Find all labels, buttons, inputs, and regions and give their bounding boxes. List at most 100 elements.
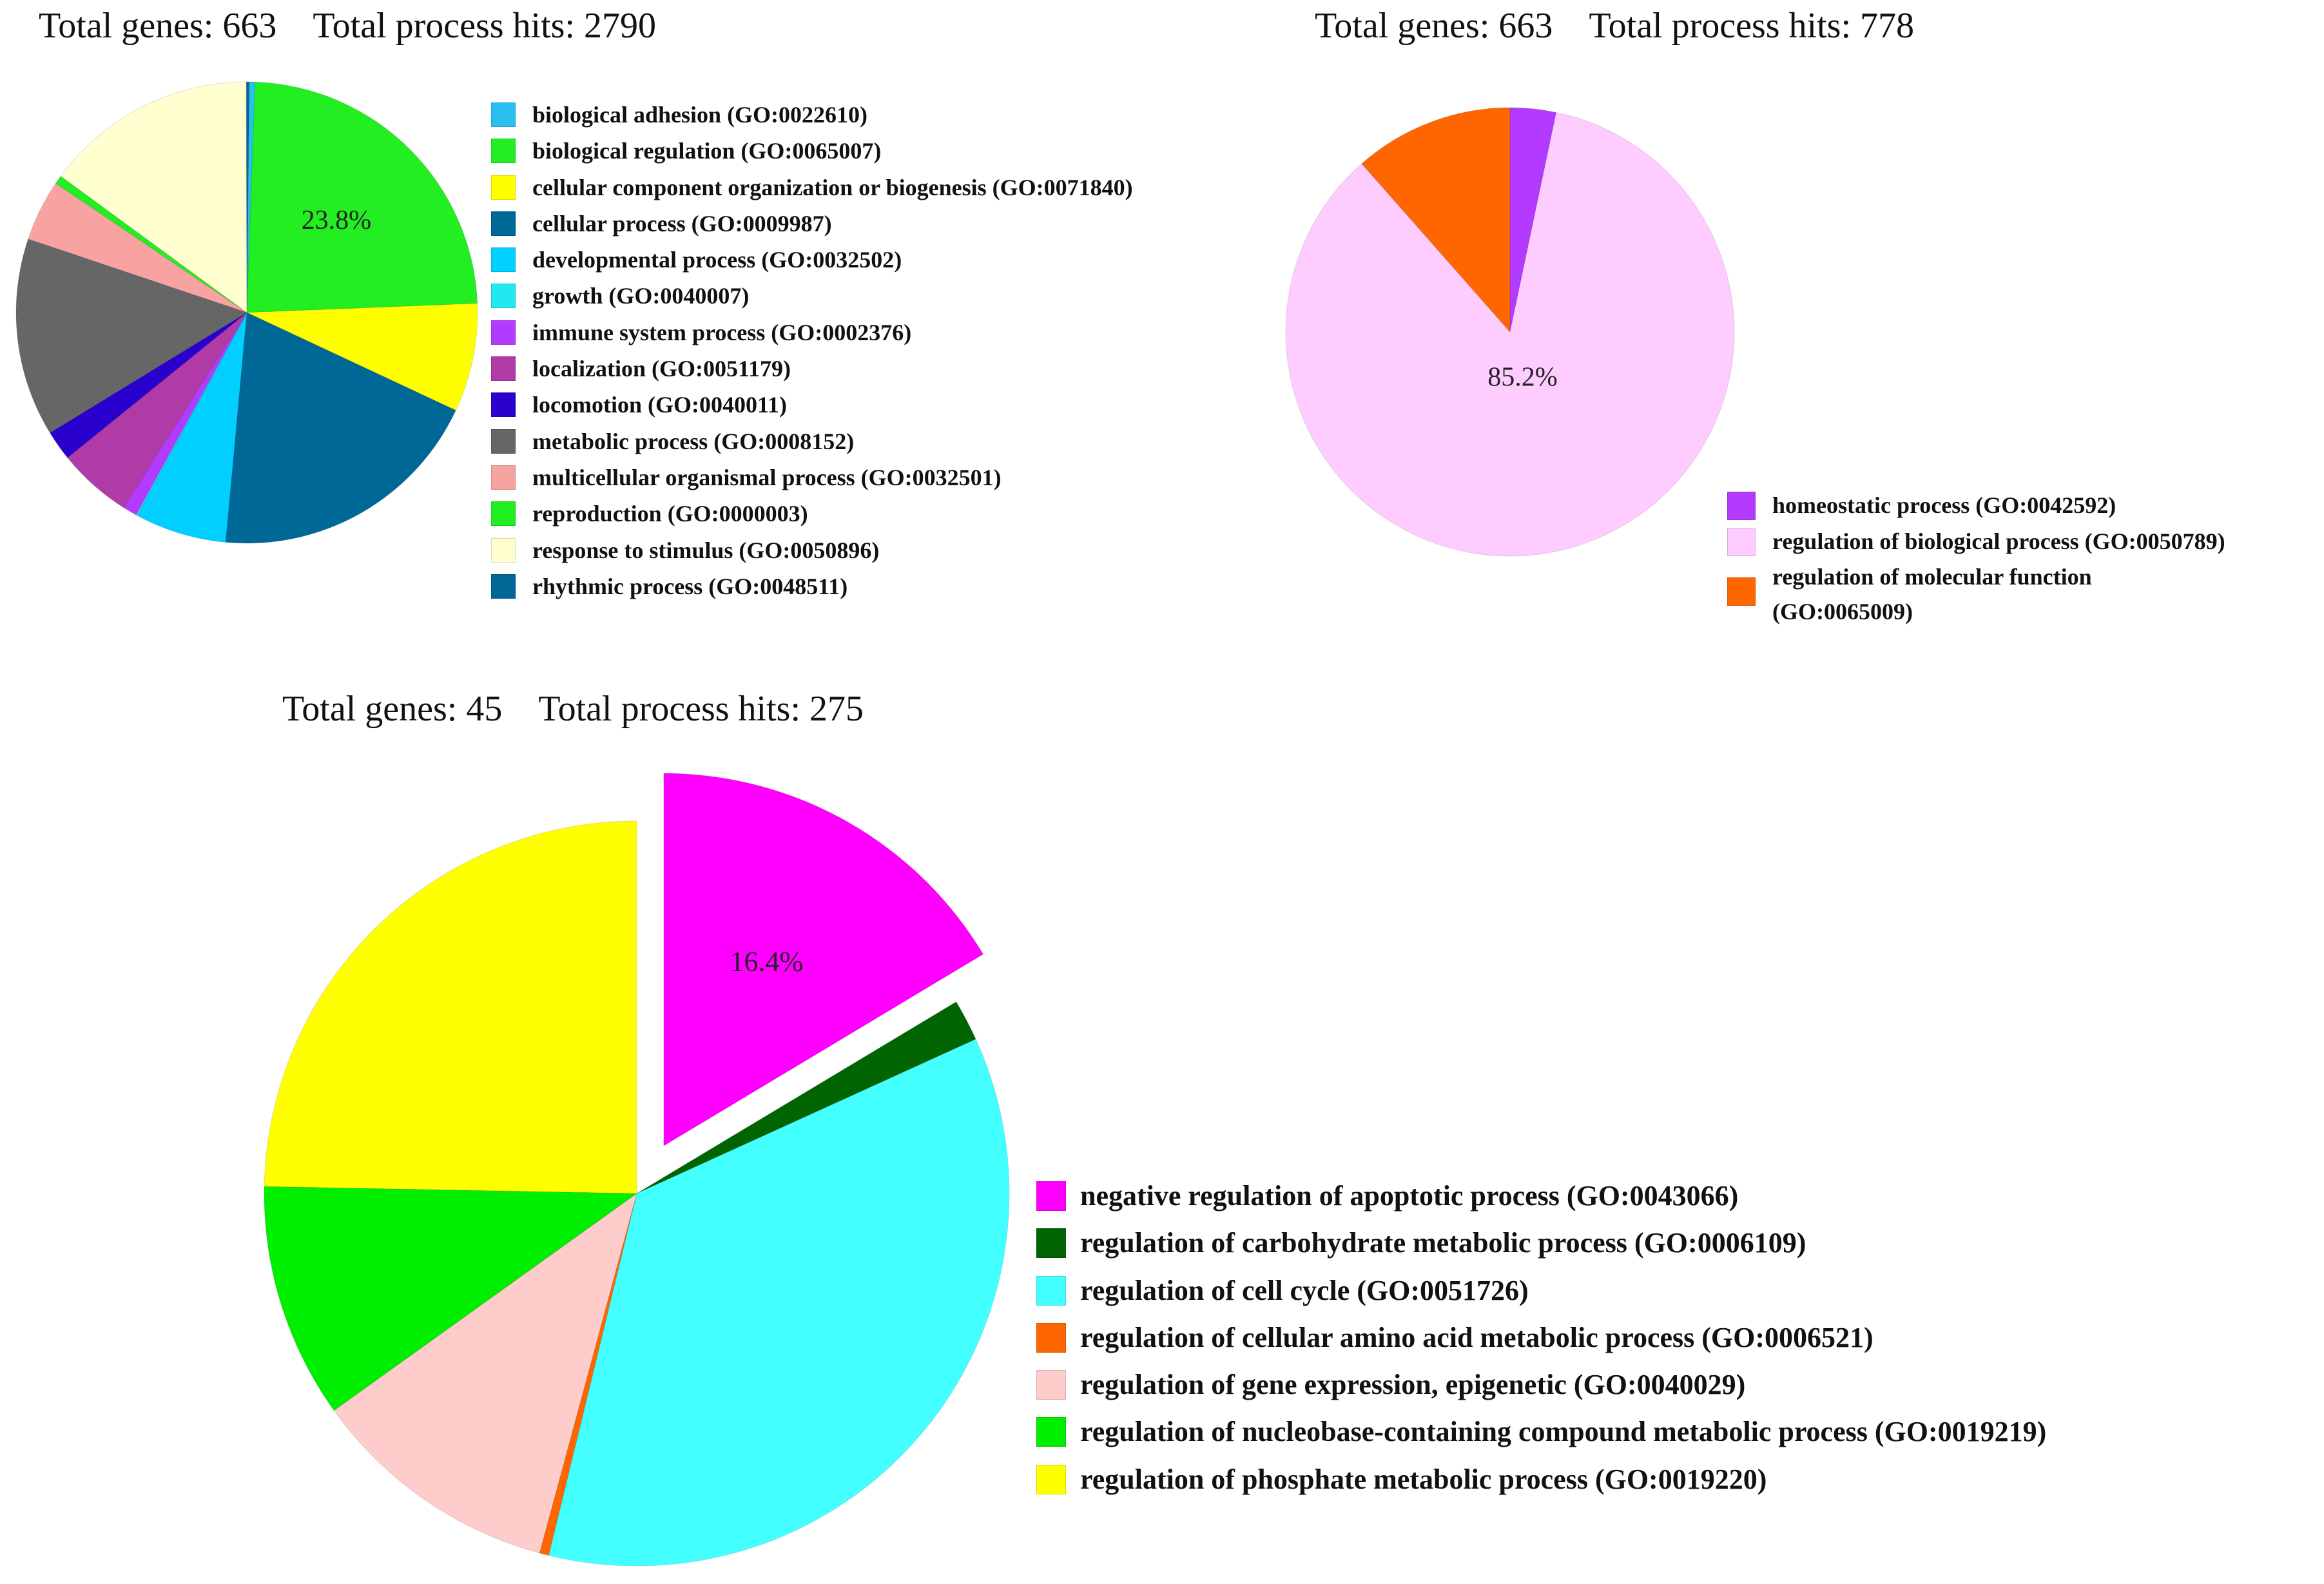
pie2-legend: homeostatic process (GO:0042592) regulat… [1727, 487, 2307, 629]
pie3-total-hits: Total process hits: 275 [538, 689, 864, 729]
legend-swatch [491, 320, 516, 345]
legend-label: cellular process (GO:0009987) [532, 210, 832, 237]
legend-item: immune system process (GO:0002376) [491, 314, 1133, 351]
legend-item: rhythmic process (GO:0048511) [491, 568, 1133, 604]
pie-slice-locomotion [49, 312, 247, 459]
legend-item: metabolic process (GO:0008152) [491, 423, 1133, 459]
legend-label: regulation of cell cycle (GO:0051726) [1080, 1274, 1529, 1306]
pie-data-label: 16.4% [730, 945, 804, 977]
legend-swatch [1727, 577, 1756, 606]
legend-item: locomotion (GO:0040011) [491, 387, 1133, 423]
pie-data-label: 23.8% [302, 206, 372, 235]
legend-item: response to stimulus (GO:0050896) [491, 532, 1133, 568]
legend-item: developmental process (GO:0032502) [491, 242, 1133, 278]
pie-slice-reproduction [55, 175, 247, 313]
legend-label: regulation of carbohydrate metabolic pro… [1080, 1227, 1806, 1259]
legend-label: immune system process (GO:0002376) [532, 319, 912, 345]
pie-slice-regulation-of-molecular-function [1361, 107, 1511, 333]
legend-swatch [491, 429, 516, 454]
legend-swatch [1036, 1464, 1066, 1494]
legend-swatch [491, 102, 516, 127]
legend-label: metabolic process (GO:0008152) [532, 428, 855, 454]
pie3-legend: negative regulation of apoptotic process… [1036, 1173, 2046, 1503]
pie-slice-regulation-of-cellular-amino-acid-metabolic-process [539, 1193, 637, 1556]
legend-swatch [491, 139, 516, 164]
legend-item: localization (GO:0051179) [491, 351, 1133, 387]
pie2-header: Total genes: 663 Total process hits: 778 [1315, 5, 1914, 46]
pie-slice-regulation-of-nucleobase-containing-compound-metabolic-process [264, 1186, 638, 1411]
legend-label: biological adhesion (GO:0022610) [532, 102, 868, 128]
legend-label: biological regulation (GO:0065007) [532, 138, 882, 164]
legend-item: negative regulation of apoptotic process… [1036, 1173, 2046, 1220]
legend-label: negative regulation of apoptotic process… [1080, 1180, 1739, 1212]
legend-label: regulation of gene expression, epigeneti… [1080, 1369, 1746, 1401]
legend-swatch [1036, 1228, 1066, 1259]
pie-slice-response-to-stimulus [60, 81, 247, 313]
pie-slice-cellular-component-organization-or-biogenesis [246, 303, 478, 411]
pie-slice-regulation-of-phosphate-metabolic-process [264, 820, 637, 1194]
legend-label: regulation of biological process (GO:005… [1772, 528, 2225, 554]
pie-slice-growth [135, 312, 247, 516]
pie1-total-hits: Total process hits: 2790 [313, 6, 657, 46]
pie-slice-multicellular-organismal-process [28, 182, 247, 313]
pie3-total-genes: Total genes: 45 [282, 689, 503, 729]
legend-label: regulation of phosphate metabolic proces… [1080, 1463, 1767, 1495]
pie-chart-regulation-subprocesses: 16.4% [264, 773, 1010, 1567]
legend-label: regulation of molecular function (GO:006… [1772, 564, 2092, 624]
pie1-header: Total genes: 663 Total process hits: 2790 [39, 5, 656, 46]
legend-item: cellular process (GO:0009987) [491, 206, 1133, 242]
legend-swatch [491, 284, 516, 309]
pie-slice-localization [67, 312, 247, 508]
legend-swatch [491, 356, 516, 382]
pie1-legend: biological adhesion (GO:0022610) biologi… [491, 97, 1133, 604]
legend-label: multicellular organismal process (GO:003… [532, 464, 1002, 490]
legend-swatch [491, 175, 516, 200]
pie2-total-hits: Total process hits: 778 [1589, 6, 1915, 46]
legend-item: regulation of cell cycle (GO:0051726) [1036, 1268, 2046, 1315]
legend-label: growth (GO:0040007) [532, 283, 750, 309]
legend-swatch [491, 465, 516, 490]
legend-label: cellular component organization or bioge… [532, 174, 1133, 200]
pie-slice-biological-adhesion [246, 81, 256, 313]
pie-slice-immune-system-process [123, 312, 247, 516]
legend-swatch [1036, 1322, 1066, 1353]
legend-item: multicellular organismal process (GO:003… [491, 459, 1133, 496]
legend-swatch [1036, 1417, 1066, 1447]
pie-slice-regulation-of-cell-cycle [548, 1038, 1010, 1567]
legend-item: regulation of phosphate metabolic proces… [1036, 1456, 2046, 1503]
legend-label: reproduction (GO:0000003) [532, 501, 808, 527]
pie-slice-regulation-of-biological-process [1285, 111, 1735, 557]
pie-chart-biological-regulation: 85.2% [1285, 107, 1735, 557]
legend-item: regulation of molecular function (GO:006… [1727, 559, 2307, 629]
legend-item: regulation of carbohydrate metabolic pro… [1036, 1220, 2046, 1267]
legend-swatch [491, 501, 516, 526]
pie-slice-biological-regulation [246, 81, 478, 313]
pie-slice-regulation-of-carbohydrate-metabolic-process [636, 1001, 976, 1194]
legend-item: homeostatic process (GO:0042592) [1727, 487, 2307, 523]
pie-slice-negative-regulation-of-apoptotic-process [663, 773, 984, 1146]
legend-label: homeostatic process (GO:0042592) [1772, 492, 2116, 518]
legend-item: reproduction (GO:0000003) [491, 496, 1133, 532]
legend-label: localization (GO:0051179) [532, 356, 791, 382]
legend-swatch [491, 211, 516, 236]
legend-label: developmental process (GO:0032502) [532, 247, 902, 273]
legend-label: regulation of nucleobase-containing comp… [1080, 1416, 2047, 1448]
pie-data-label: 85.2% [1487, 363, 1558, 392]
legend-swatch [491, 574, 516, 599]
legend-label: locomotion (GO:0040011) [532, 392, 787, 418]
legend-item: cellular component organization or bioge… [491, 169, 1133, 206]
legend-swatch [1036, 1181, 1066, 1211]
legend-swatch [491, 247, 516, 273]
legend-label: response to stimulus (GO:0050896) [532, 537, 880, 563]
legend-item: regulation of gene expression, epigeneti… [1036, 1362, 2046, 1409]
pie-slice-rhythmic-process [246, 81, 250, 313]
legend-swatch [491, 392, 516, 418]
legend-swatch [1036, 1275, 1066, 1306]
pie-slice-developmental-process [137, 312, 247, 543]
legend-label: regulation of cellular amino acid metabo… [1080, 1321, 1874, 1353]
legend-swatch [1727, 492, 1756, 520]
legend-swatch [491, 537, 516, 563]
legend-item: regulation of biological process (GO:005… [1727, 523, 2307, 559]
legend-item: biological adhesion (GO:0022610) [491, 97, 1133, 133]
pie1-total-genes: Total genes: 663 [39, 6, 277, 46]
